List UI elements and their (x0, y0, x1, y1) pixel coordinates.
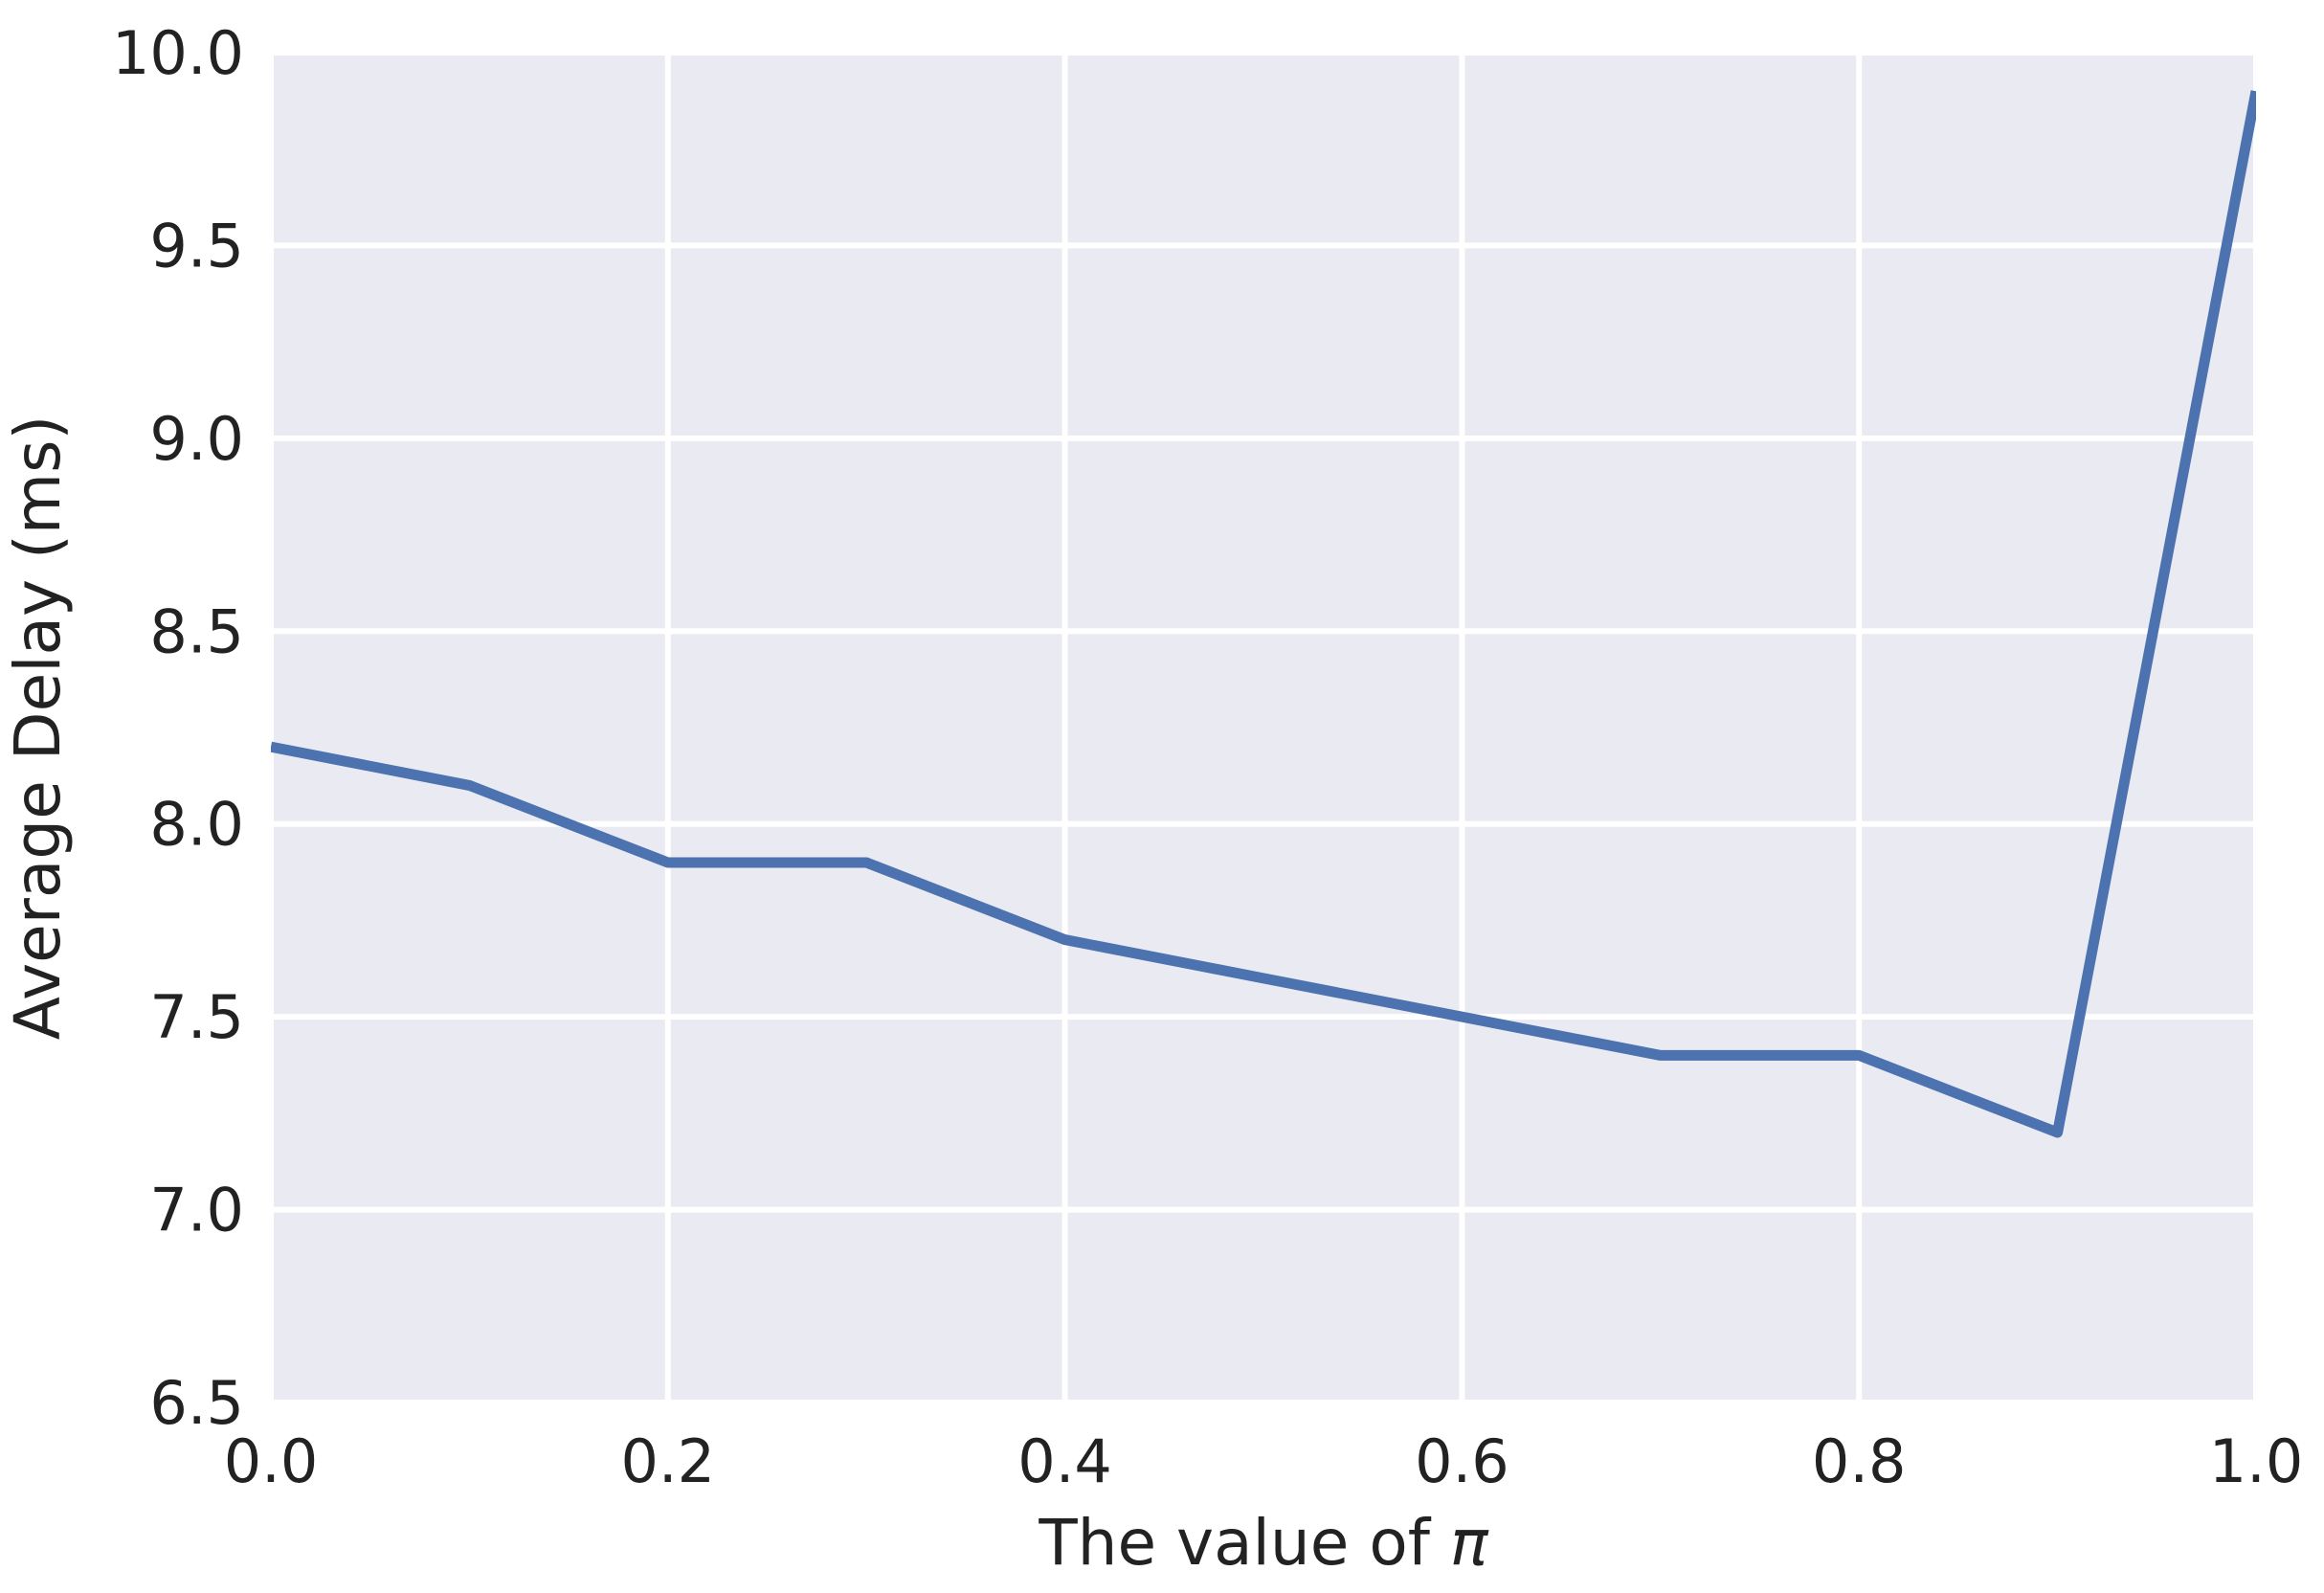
y-tick-label: 7.5 (149, 982, 244, 1052)
y-tick-label: 7.0 (149, 1176, 244, 1245)
y-tick-labels: 10.0 9.5 9.0 8.5 8.0 7.5 7.0 6.5 (112, 18, 244, 1438)
y-tick-label: 6.5 (149, 1368, 244, 1438)
x-tick-label: 1.0 (2209, 1426, 2304, 1496)
x-tick-labels: 0.0 0.2 0.4 0.6 0.8 1.0 (224, 1426, 2304, 1496)
x-axis-label: The value of π (1038, 1506, 1489, 1580)
average-delay-line (271, 90, 2256, 1138)
x-tick-label: 0.0 (224, 1426, 319, 1496)
x-tick-label: 0.6 (1415, 1426, 1509, 1496)
y-tick-label: 8.0 (149, 790, 244, 860)
gridlines (268, 50, 2259, 1405)
x-tick-label: 0.2 (620, 1426, 715, 1496)
y-axis-label: Average Delay (ms) (1, 415, 75, 1040)
y-tick-label: 8.5 (149, 596, 244, 666)
x-tick-label: 0.4 (1017, 1426, 1112, 1496)
x-tick-label: 0.8 (1812, 1426, 1907, 1496)
pi-symbol: π (1450, 1506, 1489, 1580)
plot-background (271, 53, 2256, 1402)
y-tick-label: 10.0 (112, 18, 244, 88)
y-tick-label: 9.0 (149, 404, 244, 474)
x-axis-label-text: The value of (1038, 1506, 1450, 1580)
data-series (271, 90, 2256, 1138)
y-tick-label: 9.5 (149, 211, 244, 280)
axes-background (271, 53, 2256, 1402)
